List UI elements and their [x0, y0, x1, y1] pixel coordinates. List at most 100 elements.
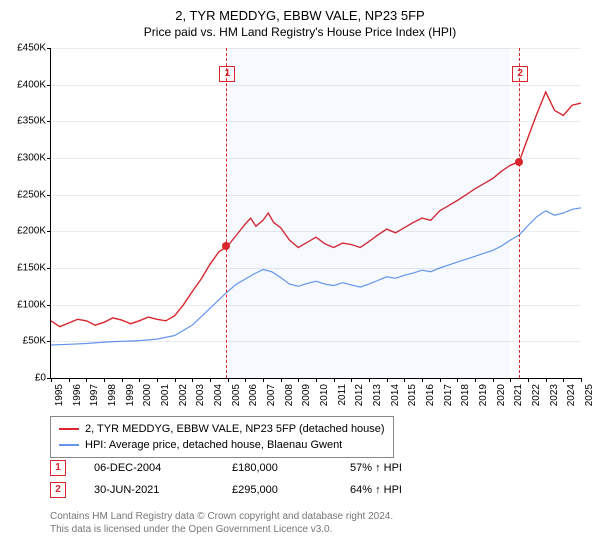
y-tick — [47, 48, 51, 49]
x-axis-label: 2015 — [407, 384, 418, 406]
x-axis-label: 2021 — [513, 384, 524, 406]
x-axis-label: 1996 — [72, 384, 83, 406]
x-axis-label: 2016 — [425, 384, 436, 406]
legend-swatch — [59, 444, 79, 446]
x-axis-label: 2002 — [178, 384, 189, 406]
footer-line-1: Contains HM Land Registry data © Crown c… — [50, 510, 393, 523]
x-axis-label: 2001 — [160, 384, 171, 406]
y-tick — [47, 268, 51, 269]
x-tick — [510, 378, 511, 382]
x-tick — [263, 378, 264, 382]
plot-area: 12 — [50, 48, 581, 379]
x-tick — [440, 378, 441, 382]
x-tick — [281, 378, 282, 382]
x-tick — [228, 378, 229, 382]
event-number: 2 — [50, 482, 66, 498]
x-tick — [528, 378, 529, 382]
event-date: 06-DEC-2004 — [94, 462, 204, 474]
x-axis-label: 2007 — [266, 384, 277, 406]
x-tick — [245, 378, 246, 382]
x-axis-label: 2017 — [443, 384, 454, 406]
chart-title: 2, TYR MEDDYG, EBBW VALE, NP23 5FP — [0, 0, 600, 23]
event-row: 230-JUN-2021£295,00064% ↑ HPI — [50, 482, 402, 498]
x-tick — [157, 378, 158, 382]
x-tick — [298, 378, 299, 382]
chart-container: { "title": "2, TYR MEDDYG, EBBW VALE, NP… — [0, 0, 600, 560]
event-marker: 1 — [219, 66, 235, 82]
x-axis-label: 2009 — [301, 384, 312, 406]
y-axis-label: £450K — [0, 43, 46, 54]
x-axis-label: 2005 — [231, 384, 242, 406]
x-axis-label: 1997 — [89, 384, 100, 406]
y-axis-label: £250K — [0, 189, 46, 200]
gridline — [51, 48, 581, 49]
x-axis-label: 2010 — [319, 384, 330, 406]
y-tick — [47, 195, 51, 196]
event-number: 1 — [50, 460, 66, 476]
footer-line-2: This data is licensed under the Open Gov… — [50, 523, 393, 536]
x-tick — [69, 378, 70, 382]
y-tick — [47, 158, 51, 159]
event-dot — [515, 158, 523, 166]
y-axis-label: £200K — [0, 226, 46, 237]
y-axis-label: £0 — [0, 373, 46, 384]
x-axis-label: 2003 — [195, 384, 206, 406]
x-axis-label: 2011 — [337, 384, 348, 406]
event-pct: 64% ↑ HPI — [350, 484, 402, 496]
event-marker: 2 — [512, 66, 528, 82]
x-axis-label: 1999 — [125, 384, 136, 406]
gridline — [51, 158, 581, 159]
x-tick — [316, 378, 317, 382]
y-tick — [47, 341, 51, 342]
x-axis-label: 2013 — [372, 384, 383, 406]
x-tick — [404, 378, 405, 382]
gridline — [51, 195, 581, 196]
x-axis-label: 2012 — [354, 384, 365, 406]
event-price: £295,000 — [232, 484, 322, 496]
x-axis-label: 1998 — [107, 384, 118, 406]
x-axis-label: 2025 — [584, 384, 595, 406]
x-tick — [122, 378, 123, 382]
y-tick — [47, 121, 51, 122]
x-axis-label: 2018 — [460, 384, 471, 406]
footer-attribution: Contains HM Land Registry data © Crown c… — [50, 510, 393, 536]
y-axis-label: £50K — [0, 336, 46, 347]
event-dot — [222, 242, 230, 250]
gridline — [51, 121, 581, 122]
event-vline — [519, 48, 520, 378]
legend-item: 2, TYR MEDDYG, EBBW VALE, NP23 5FP (deta… — [59, 421, 385, 437]
x-tick — [387, 378, 388, 382]
gridline — [51, 305, 581, 306]
gridline — [51, 85, 581, 86]
x-axis-label: 2004 — [213, 384, 224, 406]
event-price: £180,000 — [232, 462, 322, 474]
x-axis-label: 2024 — [566, 384, 577, 406]
x-tick — [334, 378, 335, 382]
event-vline — [226, 48, 227, 378]
event-pct: 57% ↑ HPI — [350, 462, 402, 474]
x-tick — [351, 378, 352, 382]
legend-label: HPI: Average price, detached house, Blae… — [85, 437, 342, 453]
x-tick — [104, 378, 105, 382]
y-axis-label: £400K — [0, 79, 46, 90]
x-tick — [86, 378, 87, 382]
legend-label: 2, TYR MEDDYG, EBBW VALE, NP23 5FP (deta… — [85, 421, 385, 437]
y-axis-label: £150K — [0, 263, 46, 274]
x-tick — [51, 378, 52, 382]
x-axis-label: 2020 — [496, 384, 507, 406]
gridline — [51, 231, 581, 232]
x-tick — [369, 378, 370, 382]
x-tick — [563, 378, 564, 382]
chart-subtitle: Price paid vs. HM Land Registry's House … — [0, 23, 600, 39]
y-tick — [47, 85, 51, 86]
x-tick — [581, 378, 582, 382]
y-axis-label: £100K — [0, 299, 46, 310]
gridline — [51, 341, 581, 342]
gridline — [51, 268, 581, 269]
legend-swatch — [59, 428, 79, 430]
x-tick — [210, 378, 211, 382]
x-tick — [422, 378, 423, 382]
legend: 2, TYR MEDDYG, EBBW VALE, NP23 5FP (deta… — [50, 416, 394, 458]
y-tick — [47, 305, 51, 306]
x-tick — [475, 378, 476, 382]
